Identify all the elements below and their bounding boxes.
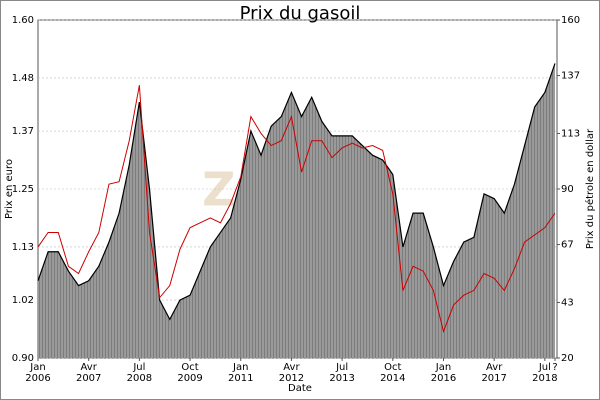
y-tick-label: 1.02 <box>12 295 34 306</box>
y2-tick-label: 160 <box>561 15 580 26</box>
area-outline <box>37 63 556 321</box>
y-tick-label: 1.37 <box>12 126 34 137</box>
y-axis-title: Prix en euro <box>4 159 15 219</box>
x-tick-label: Avr 2012 <box>279 362 304 384</box>
y2-tick-label: 90 <box>561 184 574 195</box>
y2-tick-label: 20 <box>561 353 574 364</box>
x-tick-label: Jan 2016 <box>431 362 456 384</box>
y2-tick-label: 43 <box>561 297 574 308</box>
y-tick-label: 1.60 <box>12 15 34 26</box>
y2-axis-title: Prix du pétrole en dollar <box>584 128 596 249</box>
y-tick-label: 1.48 <box>12 73 34 84</box>
x-tick-label: Jan 2011 <box>228 362 253 384</box>
chart-title: Prix du gasoil <box>240 3 361 24</box>
x-tick-label: Oct 2009 <box>177 362 202 384</box>
x-tick-label: Jul 2008 <box>127 362 152 384</box>
y-tick-label: 0.90 <box>12 353 34 364</box>
x-tick-label: Avr 2017 <box>481 362 506 384</box>
y-tick-label: 1.13 <box>12 242 34 253</box>
y2-tick-label: 67 <box>561 240 574 251</box>
area <box>38 63 555 358</box>
y2-tick-label: 113 <box>561 128 580 139</box>
line <box>37 85 556 334</box>
x-tick-label: Avr 2007 <box>76 362 101 384</box>
y-tick-label: 1.25 <box>12 184 34 195</box>
x-tick-label: Jul 2013 <box>329 362 354 384</box>
x-tick-label: ? <box>552 362 557 373</box>
x-axis-title: Date <box>288 383 312 394</box>
x-tick-label: Jul 2018 <box>532 362 557 384</box>
y2-tick-label: 137 <box>561 71 580 82</box>
x-tick-label: Oct 2014 <box>380 362 405 384</box>
x-tick-label: Jan 2006 <box>25 362 50 384</box>
